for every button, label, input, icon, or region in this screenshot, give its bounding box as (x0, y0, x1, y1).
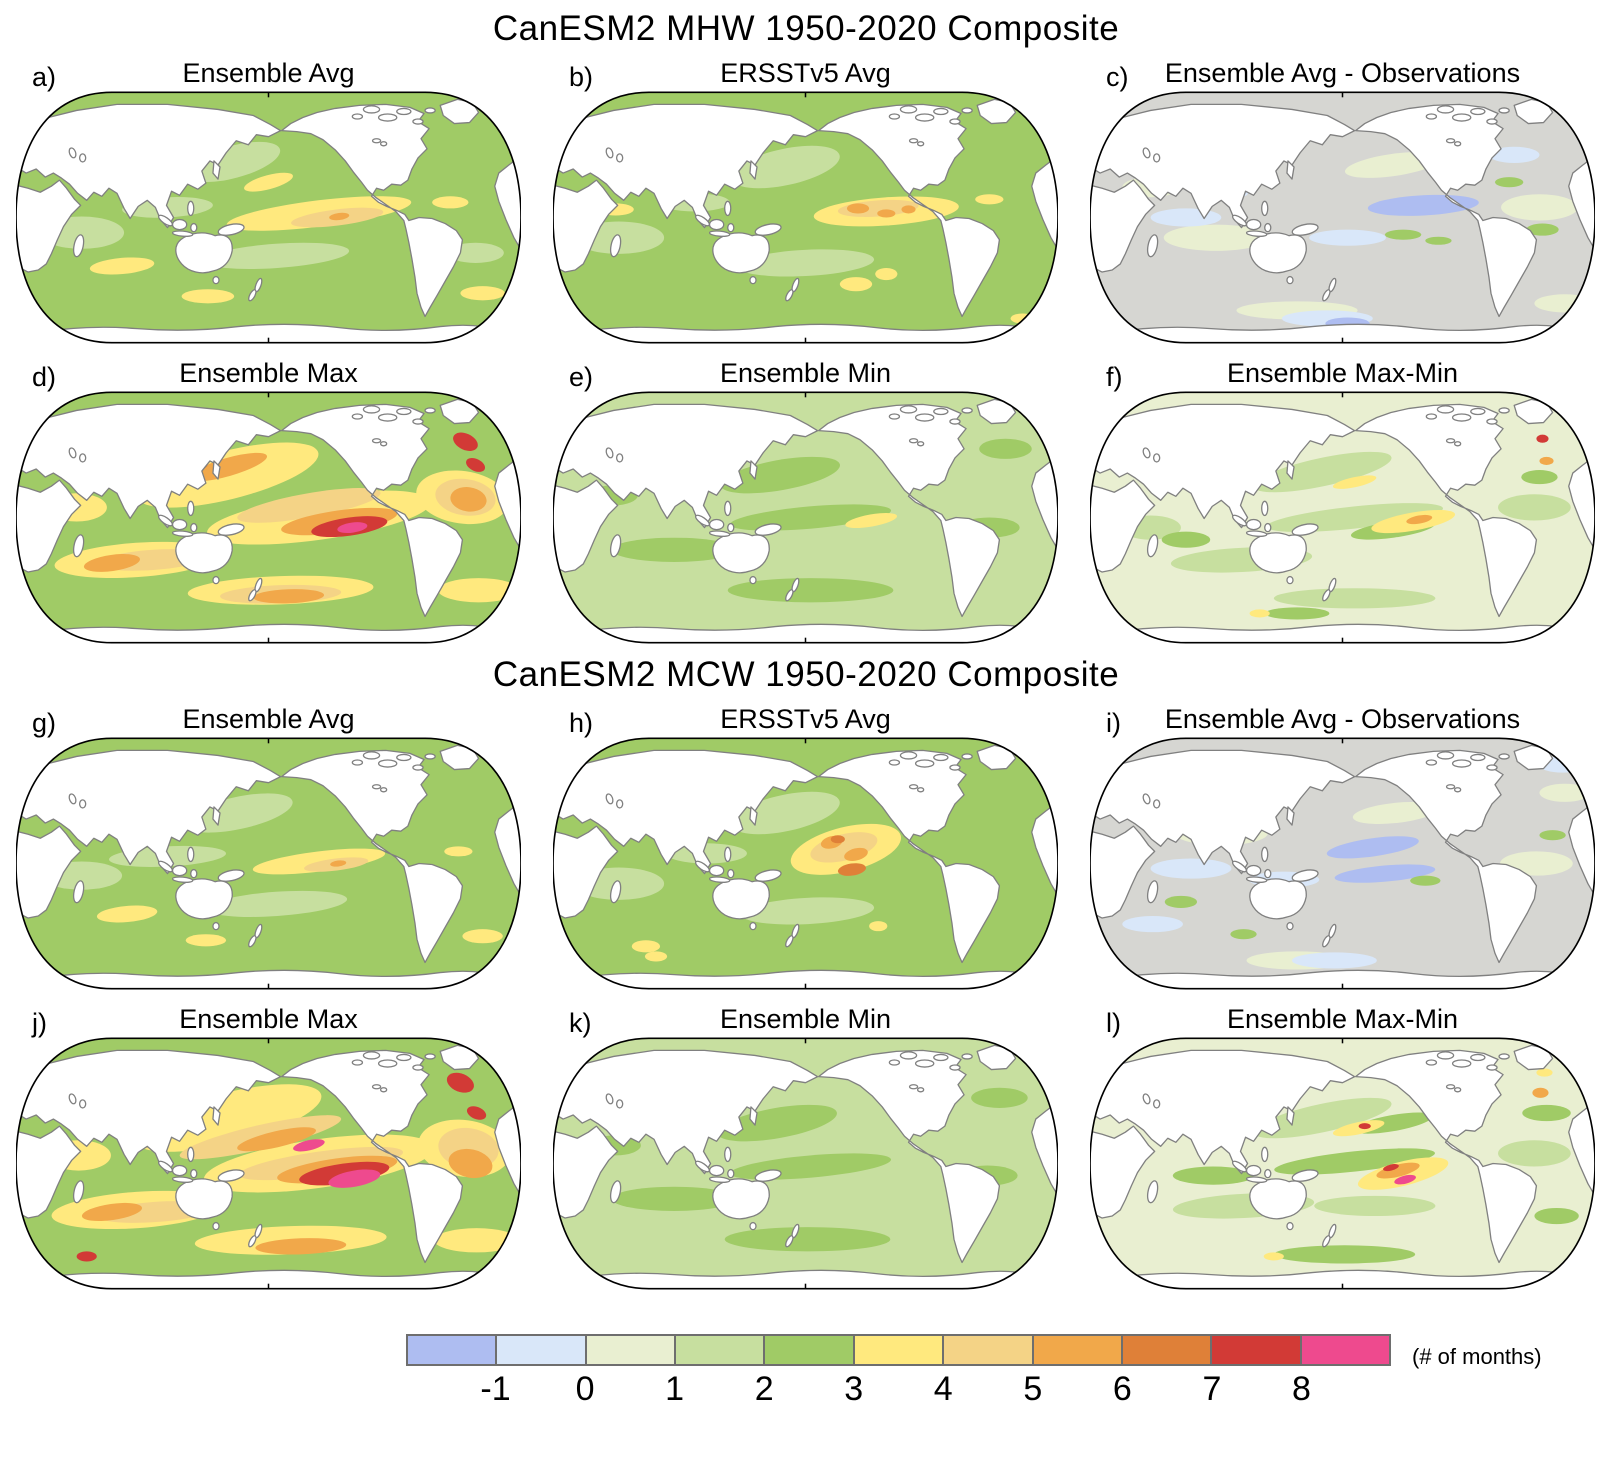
panel-header-a: a) Ensemble Avg (0, 52, 537, 92)
colorbar-tick-7: 7 (1202, 1370, 1222, 1408)
map-j (16, 1037, 521, 1290)
panel-grid-mhw: a) Ensemble Avg b) ERSSTv5 Avg c) Ensemble Av… (0, 52, 1612, 652)
colorbar: -1 0 1 2 3 4 5 6 7 8 (# of months) (0, 1334, 1612, 1474)
panel-k: k) Ensemble Min (537, 998, 1074, 1298)
colorbar-tick-1: 1 (665, 1370, 685, 1408)
panel-title-e: Ensemble Min (719, 358, 892, 388)
panel-header-d: d) Ensemble Max (0, 352, 537, 392)
colorbar-segment-4 (765, 1336, 855, 1364)
panel-l: l) Ensemble Max-Min (1074, 998, 1611, 1298)
colorbar-tick-2: 2 (754, 1370, 774, 1408)
panel-title-d: Ensemble Max (179, 358, 358, 388)
panel-header-f: f) Ensemble Max-Min (1074, 352, 1611, 392)
colorbar-tick-5: 5 (1023, 1370, 1043, 1408)
panel-e: e) Ensemble Min (537, 352, 1074, 652)
panel-label-a: a) (32, 62, 57, 92)
colorbar-segment-8 (1122, 1336, 1213, 1364)
panel-title-c: Ensemble Avg - Observations (1164, 58, 1521, 88)
colorbar-segment-10 (1301, 1336, 1389, 1364)
panel-label-i: i) (1106, 708, 1121, 738)
colorbar-segment-7 (1033, 1336, 1123, 1364)
colorbar-segment-1 (497, 1336, 587, 1364)
colorbar-segment-5 (854, 1336, 945, 1364)
panel-title-a: Ensemble Avg (182, 58, 355, 88)
panel-c: c) Ensemble Avg - Observations (1074, 52, 1611, 352)
colorbar-gradient (406, 1334, 1391, 1366)
panel-title-f: Ensemble Max-Min (1226, 358, 1459, 388)
panel-i: i) Ensemble Avg - Observations (1074, 698, 1611, 998)
panel-header-k: k) Ensemble Min (537, 998, 1074, 1038)
panel-label-f: f) (1106, 362, 1123, 392)
map-h (553, 737, 1058, 990)
map-c (1090, 91, 1595, 344)
map-f (1090, 391, 1595, 644)
map-b (553, 91, 1058, 344)
map-g (16, 737, 521, 990)
panel-label-k: k) (569, 1008, 592, 1038)
panel-label-b: b) (569, 62, 594, 92)
panel-title-h: ERSSTv5 Avg (720, 704, 891, 734)
panel-h: h) ERSSTv5 Avg (537, 698, 1074, 998)
panel-title-b: ERSSTv5 Avg (720, 58, 891, 88)
colorbar-segment-2 (586, 1336, 677, 1364)
panel-f: f) Ensemble Max-Min (1074, 352, 1611, 652)
colorbar-segment-6 (944, 1336, 1034, 1364)
colorbar-unit-label: (# of months) (1412, 1344, 1542, 1369)
panel-header-l: l) Ensemble Max-Min (1074, 998, 1611, 1038)
panel-g: g) Ensemble Avg (0, 698, 537, 998)
panel-label-e: e) (569, 362, 594, 392)
panel-title-g: Ensemble Avg (182, 704, 355, 734)
panel-title-k: Ensemble Min (719, 1004, 892, 1034)
colorbar-tick--1: -1 (480, 1370, 511, 1408)
panel-label-c: c) (1106, 62, 1129, 92)
colorbar-segment-3 (676, 1336, 766, 1364)
colorbar-tick-8: 8 (1291, 1370, 1311, 1408)
panel-label-h: h) (569, 708, 594, 738)
map-k (553, 1037, 1058, 1290)
section-title-mhw: CanESM2 MHW 1950-2020 Composite (492, 9, 1120, 48)
panel-header-e: e) Ensemble Min (537, 352, 1074, 392)
panel-title-j: Ensemble Max (179, 1004, 358, 1034)
panel-header-c: c) Ensemble Avg - Observations (1074, 52, 1611, 92)
panel-grid-mcw: g) Ensemble Avg h) ERSSTv5 Avg i) Ensemble Av… (0, 698, 1612, 1298)
map-i (1090, 737, 1595, 990)
colorbar-ticks: -1 0 1 2 3 4 5 6 7 8 (406, 1370, 1391, 1418)
map-l (1090, 1037, 1595, 1290)
colorbar-segment-9 (1212, 1336, 1302, 1364)
panel-header-i: i) Ensemble Avg - Observations (1074, 698, 1611, 738)
panel-title-l: Ensemble Max-Min (1226, 1004, 1459, 1034)
map-d (16, 391, 521, 644)
panel-label-j: j) (32, 1008, 47, 1038)
panel-label-g: g) (32, 708, 57, 738)
map-a (16, 91, 521, 344)
panel-header-j: j) Ensemble Max (0, 998, 537, 1038)
colorbar-tick-4: 4 (933, 1370, 953, 1408)
panel-j: j) Ensemble Max (0, 998, 537, 1298)
panel-label-l: l) (1106, 1008, 1121, 1038)
panel-a: a) Ensemble Avg (0, 52, 537, 352)
panel-header-b: b) ERSSTv5 Avg (537, 52, 1074, 92)
panel-title-i: Ensemble Avg - Observations (1164, 704, 1521, 734)
colorbar-tick-3: 3 (844, 1370, 864, 1408)
panel-b: b) ERSSTv5 Avg (537, 52, 1074, 352)
section-title-mcw: CanESM2 MCW 1950-2020 Composite (492, 655, 1120, 694)
colorbar-tick-0: 0 (575, 1370, 595, 1408)
panel-header-g: g) Ensemble Avg (0, 698, 537, 738)
panel-d: d) Ensemble Max (0, 352, 537, 652)
colorbar-tick-6: 6 (1112, 1370, 1132, 1408)
panel-label-d: d) (32, 362, 57, 392)
colorbar-segment-0 (408, 1336, 498, 1364)
panel-header-h: h) ERSSTv5 Avg (537, 698, 1074, 738)
map-e (553, 391, 1058, 644)
